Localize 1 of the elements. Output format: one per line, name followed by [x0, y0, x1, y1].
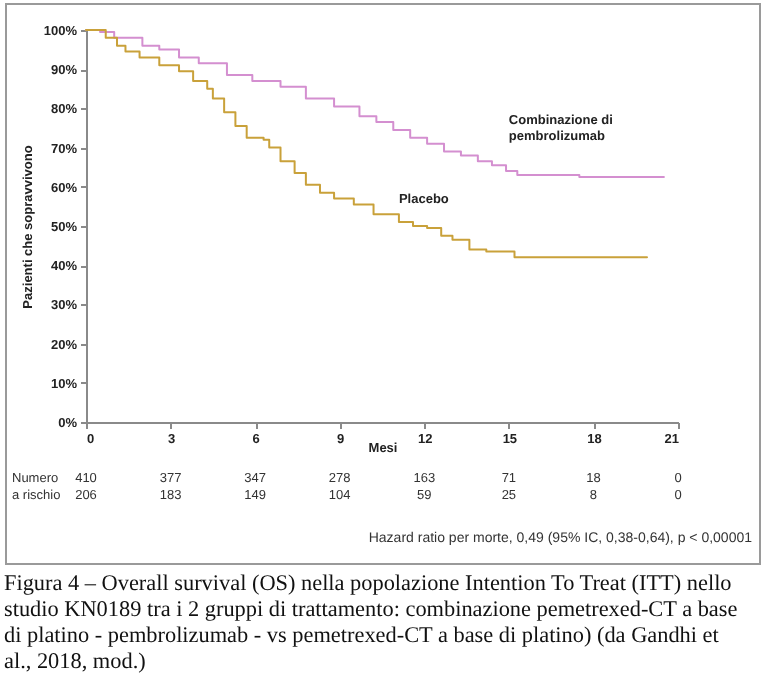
text: Figura 4 – Overall survival (OS) nella popolazione Intention To Treat (ITT) nello studio KN0189 tra i 2 gruppi di trattamento: combinazione pemetrexed-CT a base di platino - pembrolizumab - vs pemetrexed-CT a base di platino) (da Gandhi et al., 2018, mod.): [4, 572, 738, 674]
